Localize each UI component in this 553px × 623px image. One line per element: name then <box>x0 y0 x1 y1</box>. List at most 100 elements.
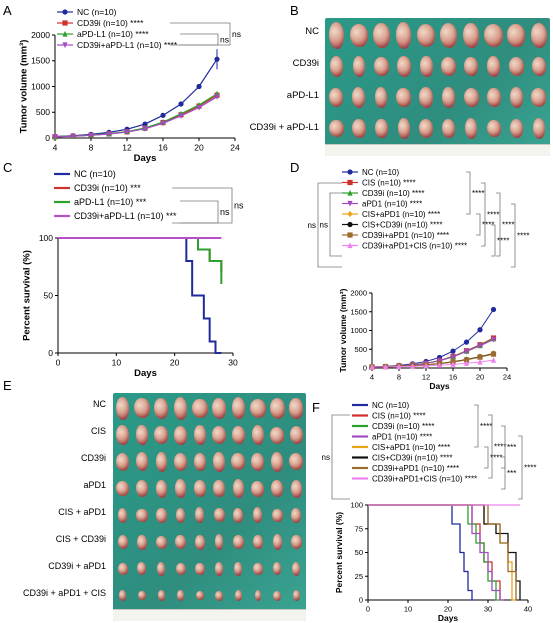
tumor-specimen <box>136 508 148 523</box>
tumor-specimen <box>487 55 501 78</box>
data-point <box>178 113 184 119</box>
tumor-specimen <box>117 562 128 575</box>
tumor-specimen <box>509 119 523 138</box>
tumor-specimen <box>195 507 205 524</box>
photo-ruler <box>113 609 306 621</box>
tumor-specimen <box>193 452 207 472</box>
panel-letter-f: F <box>312 400 320 415</box>
significance-label: *** <box>507 443 516 452</box>
y-axis-label: Tumor volume (mm³) <box>338 288 348 372</box>
legend-entry: CD39i (n=10) **** <box>77 18 144 28</box>
tumor-specimen <box>214 562 224 576</box>
tumor-specimen <box>134 398 150 419</box>
tumor-specimen <box>269 426 285 444</box>
legend-entry: CIS (n=10) **** <box>372 411 426 420</box>
data-point <box>490 336 497 343</box>
tumor-specimen <box>464 56 479 77</box>
significance-bracket <box>317 182 342 268</box>
significance-label: **** <box>480 422 492 431</box>
data-point <box>490 351 497 357</box>
tumor-specimen <box>173 397 188 420</box>
legend-swatch-marker <box>347 210 353 218</box>
y-tick-label: 0 <box>363 364 367 373</box>
photo-row-label: CIS + aPD1 <box>58 507 106 517</box>
tumor-specimen <box>233 507 244 523</box>
data-point <box>396 363 402 370</box>
tumor-specimen <box>252 534 263 550</box>
data-point <box>142 126 148 132</box>
tumor-specimen <box>175 507 186 523</box>
tumor-specimen <box>352 87 366 108</box>
legend-entry: NC (n=10) <box>362 168 399 177</box>
tumor-specimen <box>486 87 501 108</box>
significance-label: **** <box>487 210 499 219</box>
significance-bracket <box>476 213 481 236</box>
x-tick-label: 0 <box>56 358 61 368</box>
x-tick-label: 8 <box>89 143 94 153</box>
tumor-specimen <box>396 22 412 49</box>
tumor-specimen <box>532 118 545 139</box>
y-tick-label: 0 <box>45 133 50 143</box>
tumor-specimen <box>397 118 410 139</box>
tumor-specimen <box>251 452 265 472</box>
tumor-specimen <box>193 480 207 497</box>
tumor-specimen <box>531 88 547 107</box>
tumor-specimen <box>119 589 126 602</box>
x-tick-label: 40 <box>524 605 532 614</box>
legend-swatch-marker <box>62 9 68 15</box>
legend-entry: CD39i+aPD-L1 (n=10) *** <box>74 211 177 221</box>
tumor-specimen <box>195 534 205 550</box>
legend-entry: NC (n=10) <box>77 7 117 17</box>
tumor-specimen <box>254 589 261 602</box>
significance-bracket <box>496 192 501 257</box>
significance-bracket <box>488 414 493 479</box>
tumor-specimen <box>289 397 304 420</box>
tumor-specimen <box>154 397 169 419</box>
significance-label: ns <box>234 201 244 211</box>
tumor-specimen <box>213 479 225 498</box>
x-tick-label: 24 <box>230 143 240 153</box>
y-tick-label: 0 <box>359 596 363 605</box>
tumor-specimen <box>328 119 344 138</box>
x-tick-label: 20 <box>476 373 484 382</box>
legend-entry: NC (n=10) <box>372 401 409 410</box>
data-point <box>106 131 112 138</box>
tumor-specimen <box>289 425 304 445</box>
significance-bracket <box>481 182 486 247</box>
data-point <box>124 129 130 136</box>
tumor-specimen <box>373 57 389 76</box>
tumor-specimen <box>116 452 130 471</box>
data-point <box>477 358 483 365</box>
legend-entry: aPD-L1 (n=10) **** <box>77 29 149 39</box>
tumor-specimen <box>508 57 524 76</box>
significance-bracket <box>491 224 496 257</box>
tumor-specimen <box>214 534 224 550</box>
tumor-specimen <box>396 56 411 77</box>
tumor-specimen <box>272 534 282 550</box>
legend-swatch-marker <box>347 232 353 238</box>
data-point <box>450 361 456 367</box>
x-tick-label: 10 <box>404 605 412 614</box>
x-tick-label: 4 <box>370 373 374 382</box>
tumor-specimen <box>251 425 264 446</box>
tumor-specimen <box>135 452 149 472</box>
tumor-specimen <box>175 479 186 499</box>
data-point <box>477 343 483 349</box>
tumor-specimen <box>234 561 243 576</box>
tumor-specimen <box>291 508 302 523</box>
significance-label: **** <box>517 231 529 240</box>
x-tick-label: 8 <box>397 373 401 382</box>
data-point <box>369 364 375 370</box>
x-tick-label: 0 <box>366 605 370 614</box>
y-tick-label: 100 <box>39 233 53 243</box>
panel-letter-d: D <box>290 160 300 175</box>
tumor-specimen <box>419 119 434 138</box>
tumor-specimen <box>442 86 456 109</box>
x-axis-label: Days <box>134 153 157 164</box>
tumor-specimen <box>233 479 244 498</box>
significance-label: **** <box>482 220 494 229</box>
significance-label: **** <box>490 453 502 462</box>
tumor-specimen <box>231 397 246 420</box>
y-tick-label: 0 <box>48 348 53 358</box>
tumor-specimen <box>463 88 479 107</box>
